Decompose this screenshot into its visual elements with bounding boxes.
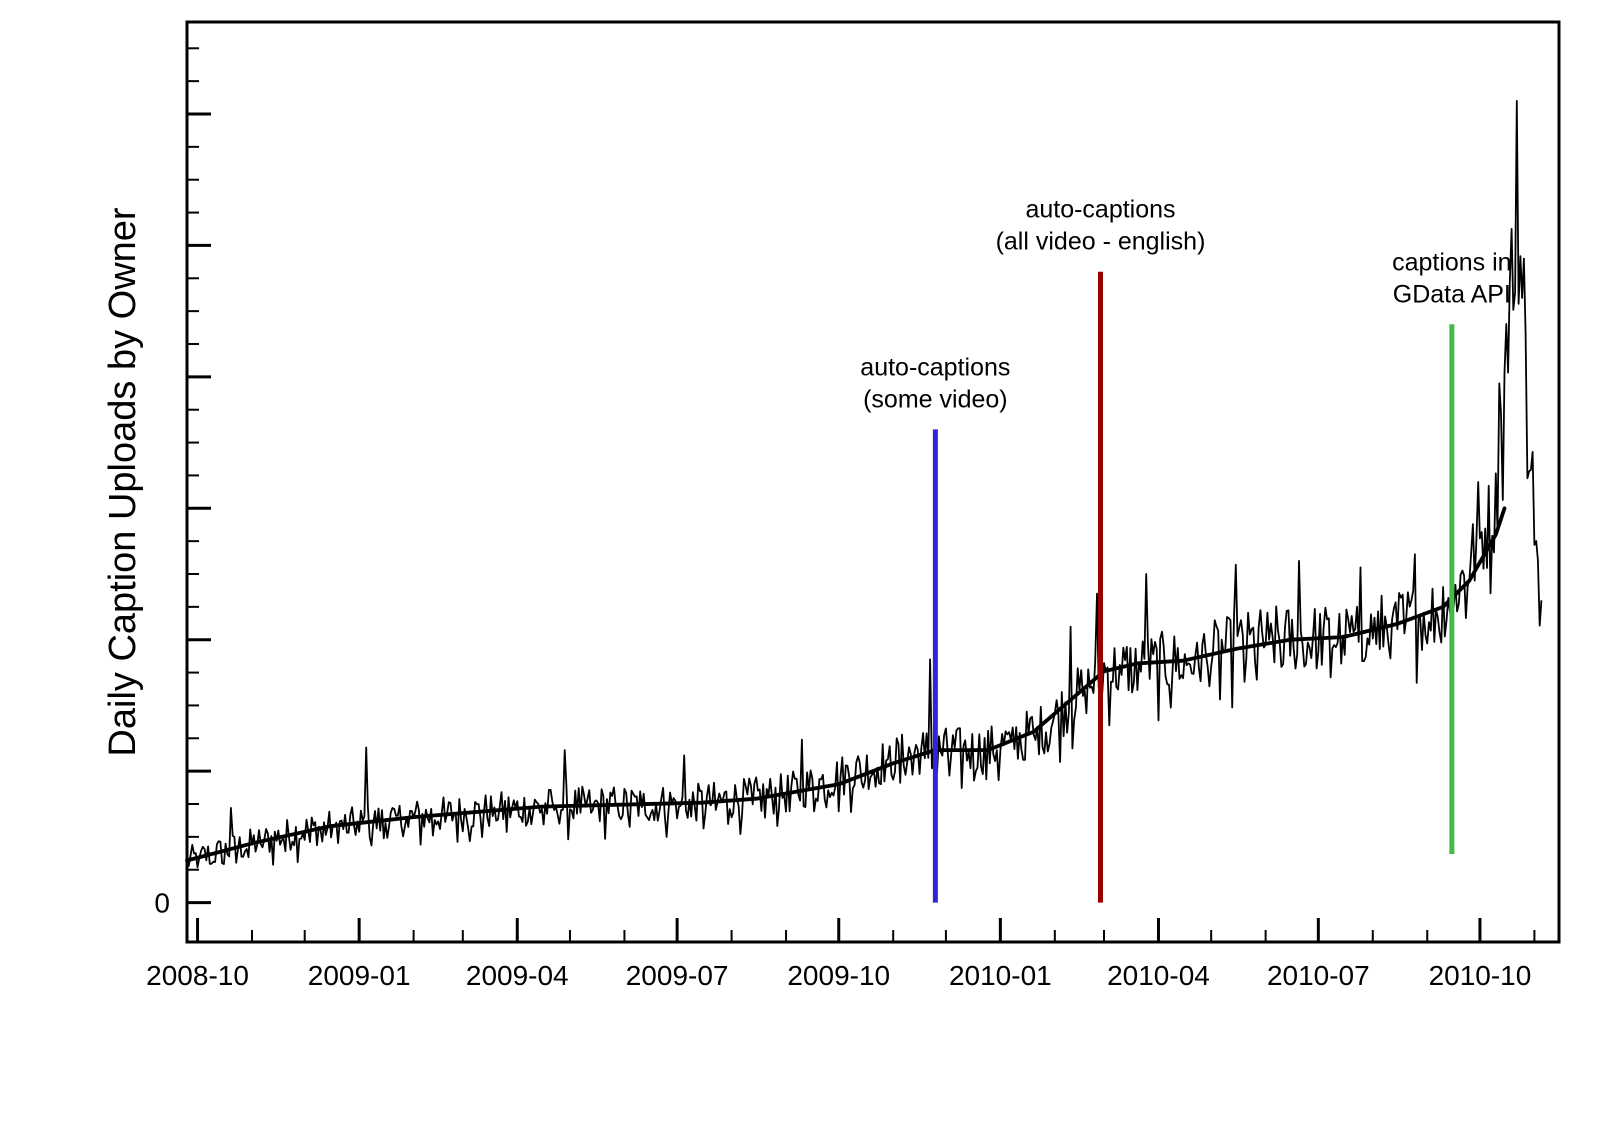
y-tick-label: 0 xyxy=(154,888,170,919)
series-smoothed-trend xyxy=(185,506,1507,863)
event-label-2: (all video - english) xyxy=(996,228,1206,256)
y-major-ticks xyxy=(187,112,211,905)
x-tick-label: 2009-04 xyxy=(466,960,569,991)
x-tick-label: 2009-07 xyxy=(626,960,729,991)
y-minor-ticks xyxy=(187,47,199,871)
event-label-3: captions in xyxy=(1392,248,1512,276)
series-daily-uploads xyxy=(186,100,1543,869)
event-label-1: (some video) xyxy=(863,385,1008,413)
x-ticks xyxy=(196,918,1536,942)
x-tick-label: 2010-10 xyxy=(1429,960,1532,991)
event-markers: auto-captions (some video) auto-captions (a… xyxy=(860,196,1512,903)
event-label-2: auto-captions xyxy=(1025,196,1175,224)
x-tick-label: 2010-01 xyxy=(949,960,1052,991)
x-tick-label: 2010-07 xyxy=(1267,960,1370,991)
x-tick-label: 2010-04 xyxy=(1107,960,1210,991)
x-tick-label: 2009-10 xyxy=(787,960,890,991)
x-tick-label: 2008-10 xyxy=(146,960,249,991)
x-tick-label: 2009-01 xyxy=(308,960,411,991)
event-label-1: auto-captions xyxy=(860,353,1010,381)
x-tick-labels: 2008-10 2009-01 2009-04 2009-07 2009-10 2010-… xyxy=(146,960,1531,991)
plot-frame xyxy=(185,20,1561,944)
y-axis-label: Daily Caption Uploads by Owner xyxy=(102,207,144,756)
event-label-3: GData API xyxy=(1393,280,1511,308)
